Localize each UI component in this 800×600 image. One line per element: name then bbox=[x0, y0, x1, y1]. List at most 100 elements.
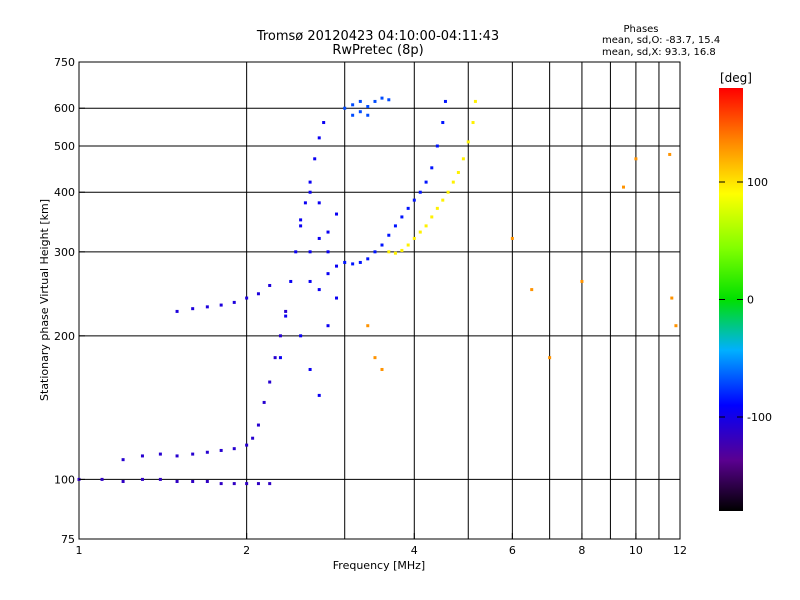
data-point bbox=[191, 452, 195, 456]
data-point bbox=[393, 224, 397, 228]
data-point bbox=[358, 99, 362, 103]
data-point bbox=[461, 157, 465, 161]
data-point bbox=[326, 272, 330, 276]
data-point bbox=[670, 296, 674, 300]
data-point bbox=[430, 166, 434, 170]
data-point bbox=[284, 314, 288, 318]
data-point bbox=[441, 121, 445, 125]
data-point bbox=[373, 250, 377, 254]
data-point bbox=[317, 136, 321, 140]
data-point bbox=[335, 296, 339, 300]
data-point bbox=[400, 215, 404, 219]
x-tick-label: 10 bbox=[629, 544, 643, 557]
data-point bbox=[530, 288, 534, 292]
data-point bbox=[387, 98, 391, 102]
data-point bbox=[443, 99, 447, 103]
data-point bbox=[232, 300, 236, 304]
data-point bbox=[435, 206, 439, 210]
data-point bbox=[308, 279, 312, 283]
y-tick-label: 750 bbox=[54, 56, 75, 69]
data-point bbox=[256, 482, 260, 486]
data-point bbox=[424, 224, 428, 228]
data-point bbox=[435, 144, 439, 148]
data-point bbox=[351, 103, 355, 107]
data-point bbox=[406, 243, 410, 247]
data-point bbox=[471, 121, 475, 125]
x-tick-label: 4 bbox=[411, 544, 418, 557]
data-point bbox=[303, 201, 307, 205]
data-point bbox=[424, 180, 428, 184]
data-point bbox=[322, 121, 326, 125]
x-axis-ticks: 1 2 4 6 8 10 12 bbox=[76, 533, 687, 557]
y-tick-label: 75 bbox=[61, 533, 75, 546]
data-point bbox=[245, 482, 249, 486]
data-point bbox=[262, 400, 266, 404]
data-point bbox=[548, 356, 552, 360]
y-axis-label: Stationary phase Virtual Height [km] bbox=[38, 199, 51, 401]
data-point bbox=[674, 324, 678, 328]
data-point bbox=[430, 215, 434, 219]
data-point bbox=[308, 250, 312, 254]
y-axis-ticks: 75 100 200 300 400 500 600 750 bbox=[54, 56, 85, 546]
x-tick-label: 2 bbox=[243, 544, 250, 557]
data-point bbox=[343, 260, 347, 264]
data-point bbox=[446, 190, 450, 194]
data-point bbox=[351, 262, 355, 266]
data-point bbox=[256, 292, 260, 296]
data-point bbox=[284, 309, 288, 313]
data-point bbox=[140, 454, 144, 458]
data-point bbox=[158, 452, 162, 456]
data-point bbox=[326, 230, 330, 234]
data-point bbox=[343, 106, 347, 110]
phases-heading: Phases bbox=[623, 24, 658, 35]
data-point bbox=[358, 110, 362, 114]
y-tick-label: 400 bbox=[54, 186, 75, 199]
data-point bbox=[358, 260, 362, 264]
data-point bbox=[232, 482, 236, 486]
data-point bbox=[317, 236, 321, 240]
data-point bbox=[326, 324, 330, 328]
data-point bbox=[473, 99, 477, 103]
data-point bbox=[219, 448, 223, 452]
phases-x-line: mean, sd,X: 93.3, 16.8 bbox=[602, 47, 716, 58]
data-point bbox=[268, 283, 272, 287]
data-point bbox=[313, 157, 317, 161]
colorbar-tick-label: -100 bbox=[747, 411, 772, 424]
data-point bbox=[456, 170, 460, 174]
data-point bbox=[335, 264, 339, 268]
data-point bbox=[175, 479, 179, 483]
data-point bbox=[326, 250, 330, 254]
colorbar-tick-label: 100 bbox=[747, 176, 768, 189]
colorbar: [deg] 100 0 -100 bbox=[719, 71, 772, 511]
data-point bbox=[412, 236, 416, 240]
chart-subtitle: RwPretec (8p) bbox=[332, 43, 423, 58]
data-point bbox=[380, 96, 384, 100]
data-point bbox=[308, 190, 312, 194]
data-point bbox=[634, 157, 638, 161]
data-point bbox=[289, 279, 293, 283]
x-tick-label: 6 bbox=[509, 544, 516, 557]
data-point bbox=[175, 309, 179, 313]
x-axis-label: Frequency [MHz] bbox=[333, 559, 425, 572]
data-point bbox=[294, 250, 298, 254]
data-point bbox=[232, 447, 236, 451]
data-point bbox=[335, 212, 339, 216]
chart-title: Tromsø 20120423 04:10:00-04:11:43 bbox=[256, 29, 499, 44]
data-point bbox=[621, 185, 625, 189]
data-point bbox=[412, 198, 416, 202]
data-point bbox=[278, 334, 282, 338]
data-point bbox=[121, 458, 125, 462]
data-point bbox=[351, 113, 355, 117]
data-point bbox=[273, 356, 277, 360]
data-point bbox=[299, 224, 303, 228]
data-point bbox=[317, 393, 321, 397]
data-point bbox=[205, 450, 209, 454]
x-tick-label: 8 bbox=[578, 544, 585, 557]
data-point bbox=[140, 477, 144, 481]
data-point bbox=[366, 113, 370, 117]
data-point bbox=[510, 236, 514, 240]
data-point bbox=[191, 479, 195, 483]
data-point bbox=[580, 279, 584, 283]
data-point bbox=[299, 334, 303, 338]
